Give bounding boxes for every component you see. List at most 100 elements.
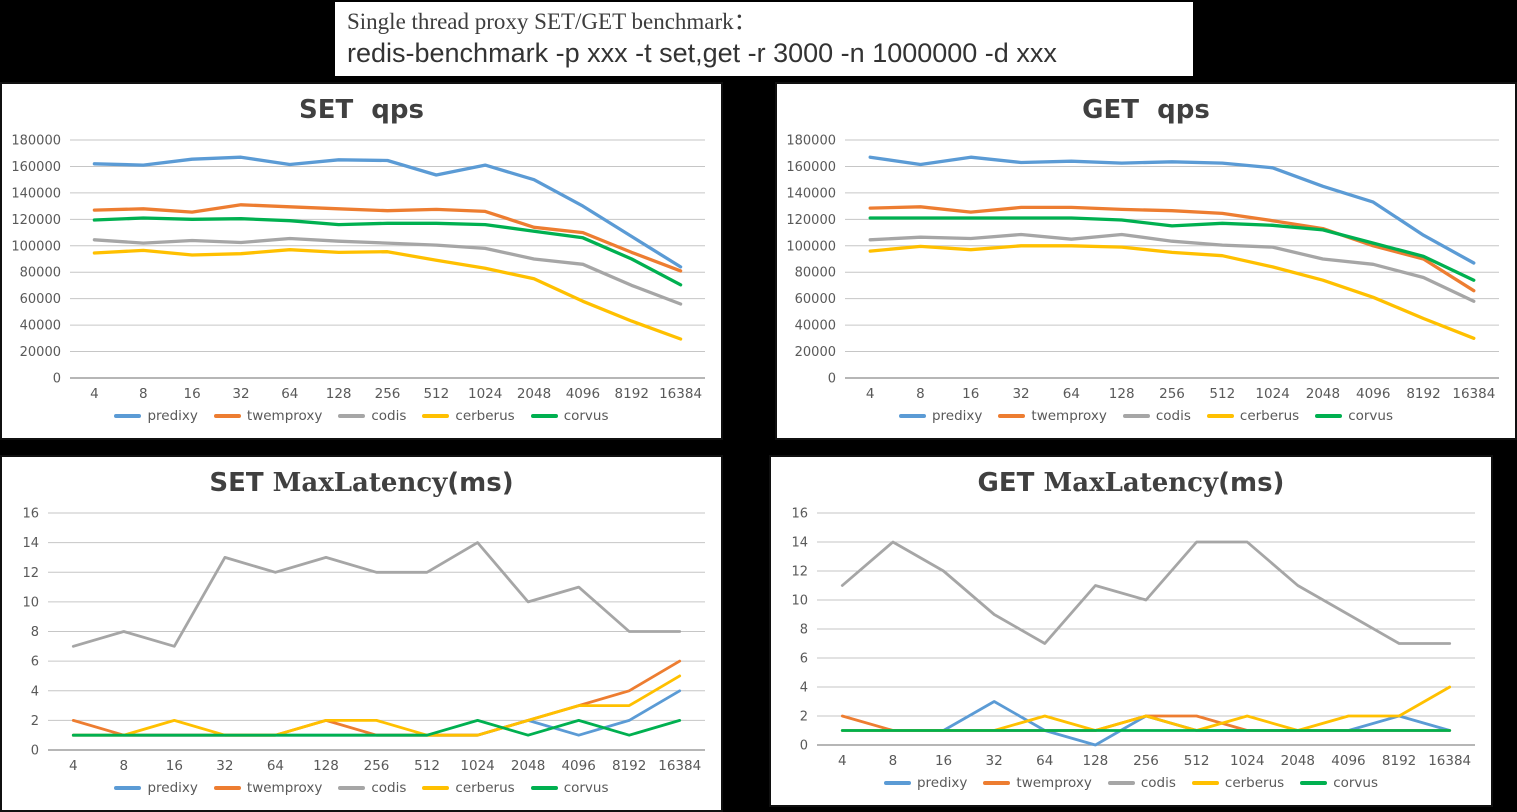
legend-item-twemproxy: twemproxy [983, 775, 1092, 791]
x-tick-label: 512 [423, 386, 449, 402]
x-tick-label: 2048 [1306, 386, 1340, 402]
x-tick-label: 2048 [517, 386, 551, 402]
chart-title-part: SET [209, 468, 273, 498]
series-line-predixy [71, 689, 682, 737]
legend-item-twemproxy: twemproxy [213, 780, 323, 796]
chart-title-part: GET [977, 468, 1044, 498]
y-tick-label: 100000 [11, 239, 61, 254]
y-tick-label: 14 [791, 536, 808, 551]
legend-label-cerberus: cerberus [1224, 775, 1285, 791]
x-tick-label: 128 [1109, 386, 1135, 402]
legend-label-codis: codis [371, 408, 407, 424]
x-tick-label: 2048 [1281, 753, 1315, 769]
series-line-codis [868, 232, 1476, 303]
x-tick-label: 4 [838, 753, 847, 769]
x-tick-label: 32 [986, 753, 1003, 769]
legend-item-codis: codis [1122, 408, 1191, 424]
x-tick-label: 512 [1184, 753, 1210, 769]
y-tick-label: 2 [31, 714, 39, 729]
legend-label-codis: codis [1155, 408, 1191, 424]
legend-item-predixy: predixy [114, 780, 198, 796]
x-tick-label: 4096 [566, 386, 600, 402]
legend-swatch-predixy [114, 786, 142, 790]
y-tick-label: 160000 [786, 160, 836, 175]
x-tick-label: 16384 [659, 386, 702, 402]
y-tick-label: 4 [31, 684, 39, 699]
chart-panel-set-qps: SET qps 0 20000 40000 60000 80000 100000 12000… [0, 82, 723, 440]
chart-title-part: MaxLatency [1043, 468, 1219, 498]
x-tick-label: 16384 [658, 758, 701, 774]
legend-label-corvus: corvus [1333, 775, 1379, 791]
benchmark-title-box: Single thread proxy SET/GET benchmark： r… [333, 0, 1195, 78]
x-tick-label: 64 [1036, 753, 1053, 769]
legend-swatch-twemproxy [983, 781, 1011, 785]
x-tick-label: 1024 [1230, 753, 1264, 769]
legend-swatch-codis [338, 786, 366, 790]
series-line-twemproxy [868, 205, 1476, 293]
x-tick-label: 128 [326, 386, 352, 402]
series-line-codis [840, 540, 1452, 645]
legend-label-predixy: predixy [147, 408, 198, 424]
x-tick-label: 256 [1133, 753, 1159, 769]
legend-label-corvus: corvus [563, 780, 609, 796]
x-tick-label: 8 [889, 753, 898, 769]
chart-title-set-maxlatency: SET MaxLatency (ms) [2, 457, 721, 505]
series-line-predixy [92, 155, 683, 269]
y-tick-label: 4 [800, 681, 808, 696]
chart-canvas: 0 2 4 6 8 10 12 14 16 4 8 16 32 64 128 256 512 1024 2048 40… [22, 507, 705, 774]
legend-label-corvus: corvus [1348, 408, 1394, 424]
legend-item-twemproxy: twemproxy [998, 408, 1107, 424]
x-tick-label: 16 [184, 386, 201, 402]
chart-plot-get-qps: 0 20000 40000 60000 80000 100000 120000 140000 1… [777, 132, 1515, 408]
x-tick-label: 8192 [612, 758, 646, 774]
chart-legend-get-qps: predixy twemproxy codis cerberus corvus [777, 408, 1515, 438]
y-tick-label: 8 [31, 625, 39, 640]
legend-label-predixy: predixy [931, 408, 983, 424]
x-tick-label: 256 [1159, 386, 1185, 402]
legend-swatch-codis [1122, 414, 1150, 418]
x-tick-label: 128 [313, 758, 339, 774]
legend-item-corvus: corvus [1315, 408, 1393, 424]
legend-label-cerberus: cerberus [455, 408, 515, 424]
legend-swatch-cerberus [1191, 781, 1219, 785]
y-tick-label: 20000 [795, 345, 836, 360]
chart-title-get-maxlatency: GET MaxLatency (ms) [771, 457, 1491, 505]
legend-item-codis: codis [338, 780, 406, 796]
x-tick-label: 8 [916, 386, 925, 402]
series-line-predixy [840, 700, 1452, 747]
legend-label-corvus: corvus [563, 408, 609, 424]
legend-item-codis: codis [1107, 775, 1176, 791]
y-tick-label: 140000 [786, 186, 836, 201]
y-tick-label: 16 [22, 507, 39, 522]
x-tick-label: 8 [120, 758, 129, 774]
y-tick-label: 0 [828, 372, 836, 387]
legend-item-corvus: corvus [1300, 775, 1378, 791]
x-tick-label: 256 [364, 758, 390, 774]
y-tick-label: 16 [791, 507, 808, 522]
x-tick-label: 4096 [561, 758, 595, 774]
legend-swatch-cerberus [422, 786, 450, 790]
series-line-corvus [868, 216, 1476, 282]
y-tick-label: 160000 [11, 160, 61, 175]
legend-swatch-corvus [1300, 781, 1328, 785]
x-tick-label: 4 [866, 386, 875, 402]
legend-swatch-predixy [114, 414, 142, 418]
legend-swatch-twemproxy [998, 414, 1026, 418]
x-tick-label: 8 [139, 386, 148, 402]
x-tick-label: 16 [962, 386, 979, 402]
legend-label-twemproxy: twemproxy [246, 780, 323, 796]
legend-label-predixy: predixy [916, 775, 968, 791]
legend-item-twemproxy: twemproxy [213, 408, 322, 424]
x-tick-label: 4096 [1356, 386, 1390, 402]
x-tick-label: 32 [232, 386, 249, 402]
x-tick-label: 1024 [460, 758, 494, 774]
y-tick-label: 14 [22, 536, 39, 551]
x-tick-label: 512 [1209, 386, 1235, 402]
series-line-codis [71, 541, 682, 648]
y-tick-label: 20000 [20, 345, 61, 360]
x-tick-label: 16384 [1452, 386, 1495, 402]
legend-label-cerberus: cerberus [455, 780, 515, 796]
series-line-corvus [92, 216, 683, 287]
y-tick-label: 8 [800, 623, 808, 638]
benchmark-command-line: redis-benchmark -p xxx -t set,get -r 300… [347, 38, 1057, 69]
